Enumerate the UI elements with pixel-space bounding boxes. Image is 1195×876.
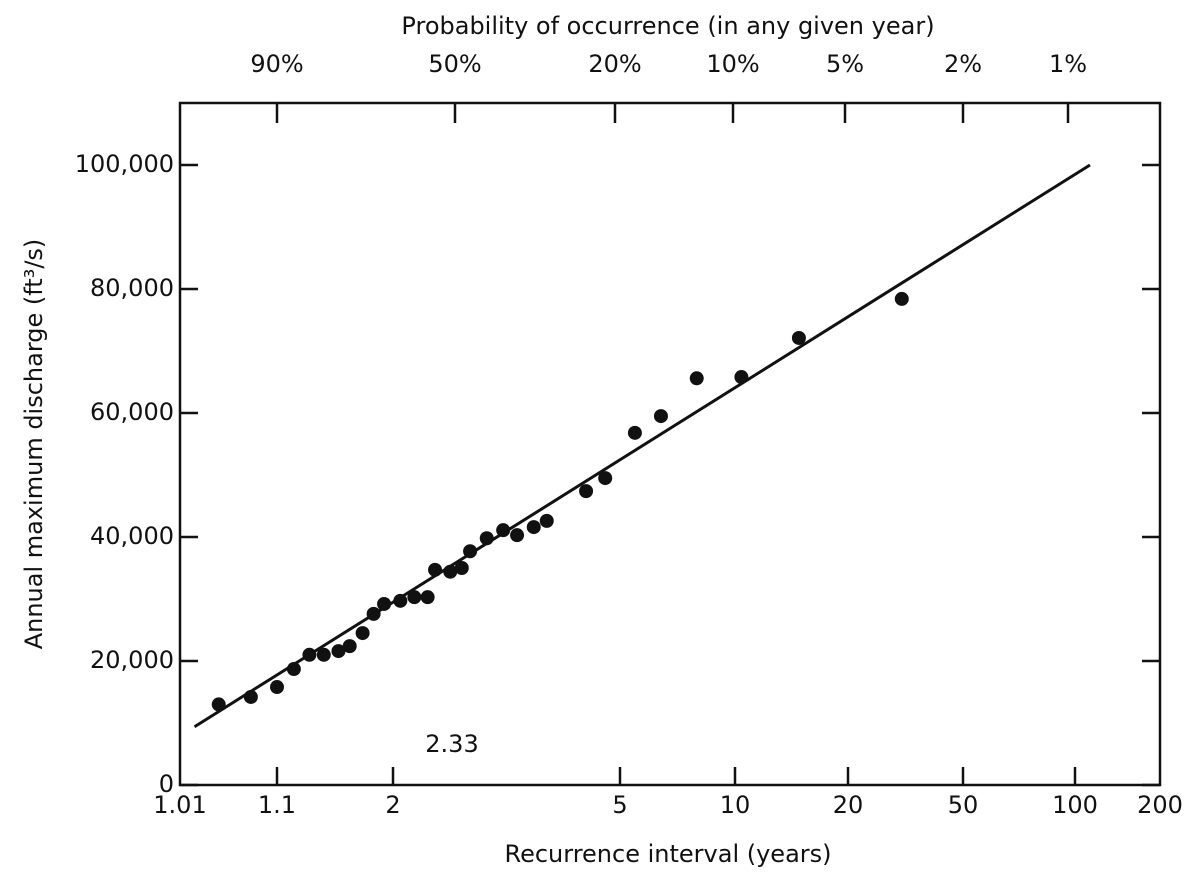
data-point <box>443 564 458 579</box>
y-tick-label: 100,000 <box>75 150 174 178</box>
x-tick-label: 1.1 <box>258 791 296 819</box>
data-point <box>463 544 478 559</box>
x2-tick-label: 2% <box>944 50 982 78</box>
x2-tick-label: 50% <box>428 50 481 78</box>
data-point <box>355 626 370 641</box>
data-point <box>342 639 357 654</box>
data-point <box>734 370 749 385</box>
x-tick-label: 200 <box>1137 791 1183 819</box>
x-tick-label: 50 <box>948 791 979 819</box>
data-point <box>302 647 317 662</box>
x-axis-label: Recurrence interval (years) <box>504 840 831 868</box>
data-point <box>243 689 258 704</box>
data-point <box>791 330 806 345</box>
x2-tick-label: 20% <box>588 50 641 78</box>
data-point <box>286 662 301 677</box>
data-point <box>627 425 642 440</box>
data-point <box>579 484 594 499</box>
chart-title: Probability of occurrence (in any given … <box>401 12 934 40</box>
data-point <box>331 644 346 659</box>
data-point <box>316 647 331 662</box>
y-tick-label: 60,000 <box>90 398 174 426</box>
x-tick-label: 1.01 <box>153 791 206 819</box>
data-point <box>510 528 525 543</box>
y-tick-label: 80,000 <box>90 274 174 302</box>
data-point <box>270 680 284 695</box>
data-point <box>598 471 613 486</box>
x-tick-label: 100 <box>1052 791 1098 819</box>
data-point <box>407 590 422 605</box>
data-point <box>393 593 408 608</box>
x-tick-label: 10 <box>720 791 751 819</box>
data-point <box>526 520 541 535</box>
data-point <box>211 697 226 712</box>
y-axis-label: Annual maximum discharge (ft³/s) <box>20 239 48 650</box>
data-point <box>454 561 469 575</box>
x-tick-label: 5 <box>612 791 627 819</box>
x2-tick-label: 5% <box>826 50 864 78</box>
annotation: 2.33 <box>425 730 478 758</box>
data-point <box>420 590 435 605</box>
x-tick-label: 20 <box>833 791 864 819</box>
data-point <box>496 523 511 538</box>
y-tick-label: 20,000 <box>90 646 174 674</box>
data-point <box>653 409 668 424</box>
data-point <box>689 371 704 386</box>
data-point <box>539 513 554 528</box>
y-tick-label: 0 <box>159 770 174 798</box>
x2-tick-label: 1% <box>1049 50 1087 78</box>
x-tick-label: 2 <box>385 791 400 819</box>
plot-frame <box>178 101 1162 787</box>
y-tick-label: 40,000 <box>90 522 174 550</box>
data-point <box>366 606 381 621</box>
data-point <box>894 291 909 306</box>
x2-tick-label: 10% <box>706 50 759 78</box>
x2-tick-label: 90% <box>250 50 303 78</box>
data-point <box>428 562 443 577</box>
data-point <box>479 531 494 546</box>
fit-line <box>193 163 1091 728</box>
data-point <box>377 596 392 611</box>
